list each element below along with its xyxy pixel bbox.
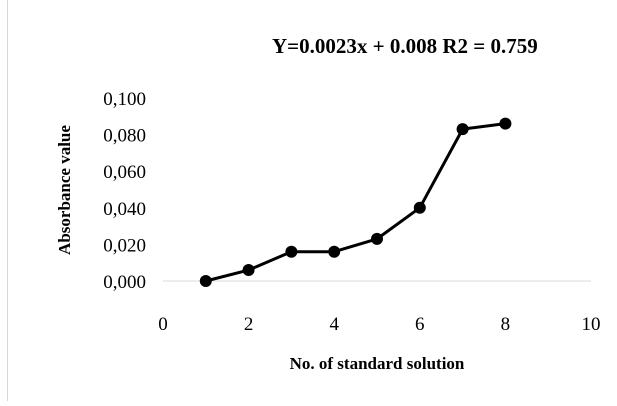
x-tick-label: 6 <box>415 314 425 335</box>
y-tick-label: 0,000 <box>103 272 146 293</box>
series-line <box>205 122 506 283</box>
x-tick-label: 2 <box>244 314 254 335</box>
series-layer <box>199 117 512 287</box>
y-tick-label: 0,100 <box>103 89 146 110</box>
data-point <box>456 123 469 136</box>
data-point <box>285 245 298 258</box>
data-point <box>328 245 341 258</box>
x-tick-label: 10 <box>582 314 601 335</box>
y-tick-label: 0,040 <box>103 199 146 220</box>
data-point <box>242 264 255 277</box>
data-point <box>413 201 426 214</box>
y-tick-label: 0,080 <box>103 126 146 147</box>
x-tick-label: 8 <box>501 314 511 335</box>
y-tick-label: 0,060 <box>103 162 146 183</box>
y-tick-labels: 0,000 0,020 0,040 0,060 0,080 0,100 <box>103 89 146 293</box>
y-tick-label: 0,020 <box>103 235 146 256</box>
data-point <box>499 117 512 130</box>
y-axis-label: Absorbance value <box>55 125 74 255</box>
x-tick-label: 0 <box>158 314 168 335</box>
chart-title: Y=0.0023x + 0.008 R2 = 0.759 <box>272 34 538 58</box>
data-point <box>199 275 212 287</box>
x-axis-label: No. of standard solution <box>290 354 465 373</box>
data-point <box>371 232 383 245</box>
x-tick-label: 4 <box>329 314 339 335</box>
x-tick-labels: 0 2 4 6 8 10 <box>158 314 600 335</box>
